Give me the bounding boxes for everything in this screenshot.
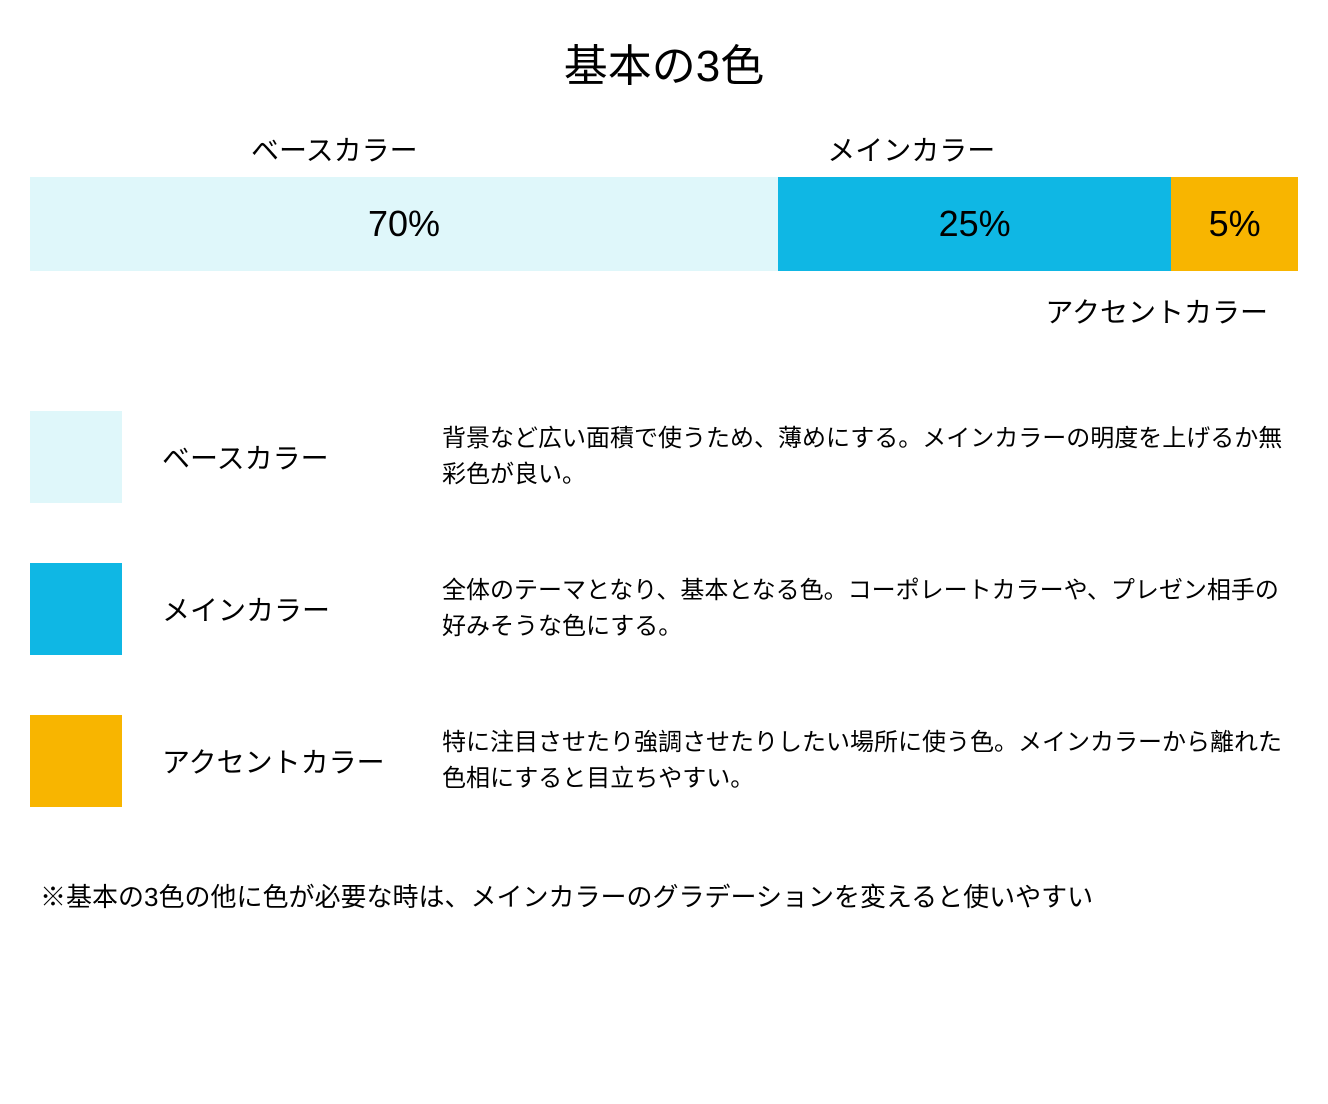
legend-swatch-main [30,563,122,655]
bar-segment-accent-label: 5% [1209,203,1261,245]
bar-segment-main: 25% [778,177,1171,271]
legend-desc-base: 背景など広い面積で使うため、薄めにする。メインカラーの明度を上げるか無彩色が良い… [442,421,1298,493]
bar-segment-base-label: 70% [368,203,440,245]
legend-desc-main: 全体のテーマとなり、基本となる色。コーポレートカラーや、プレゼン相手の好みそうな… [442,573,1298,645]
bar-container: 70% 25% 5% [30,177,1298,271]
stacked-bar-chart: ベースカラー メインカラー 70% 25% 5% アクセントカラー [30,129,1298,331]
segment-top-label-base: ベースカラー [30,129,639,169]
legend-swatch-base [30,411,122,503]
footnote: ※基本の3色の他に色が必要な時は、メインカラーのグラデーションを変えると使いやす… [40,877,1298,914]
bar-segment-accent: 5% [1171,177,1298,271]
legend-name-main: メインカラー [162,589,442,629]
legend-item: ベースカラー 背景など広い面積で使うため、薄めにする。メインカラーの明度を上げる… [30,411,1298,503]
bar-segment-main-label: 25% [939,203,1011,245]
legend-swatch-accent [30,715,122,807]
legend-section: ベースカラー 背景など広い面積で使うため、薄めにする。メインカラーの明度を上げる… [30,411,1298,867]
page-title: 基本の3色 [30,30,1298,94]
legend-item: アクセントカラー 特に注目させたり強調させたりしたい場所に使う色。メインカラーか… [30,715,1298,807]
legend-desc-accent: 特に注目させたり強調させたりしたい場所に使う色。メインカラーから離れた色相にする… [442,725,1298,797]
segment-bottom-label-accent: アクセントカラー [30,291,1298,331]
legend-item: メインカラー 全体のテーマとなり、基本となる色。コーポレートカラーや、プレゼン相… [30,563,1298,655]
bar-segment-base: 70% [30,177,778,271]
legend-name-base: ベースカラー [162,437,442,477]
legend-name-accent: アクセントカラー [162,741,442,781]
segment-top-label-main: メインカラー [639,129,1184,169]
